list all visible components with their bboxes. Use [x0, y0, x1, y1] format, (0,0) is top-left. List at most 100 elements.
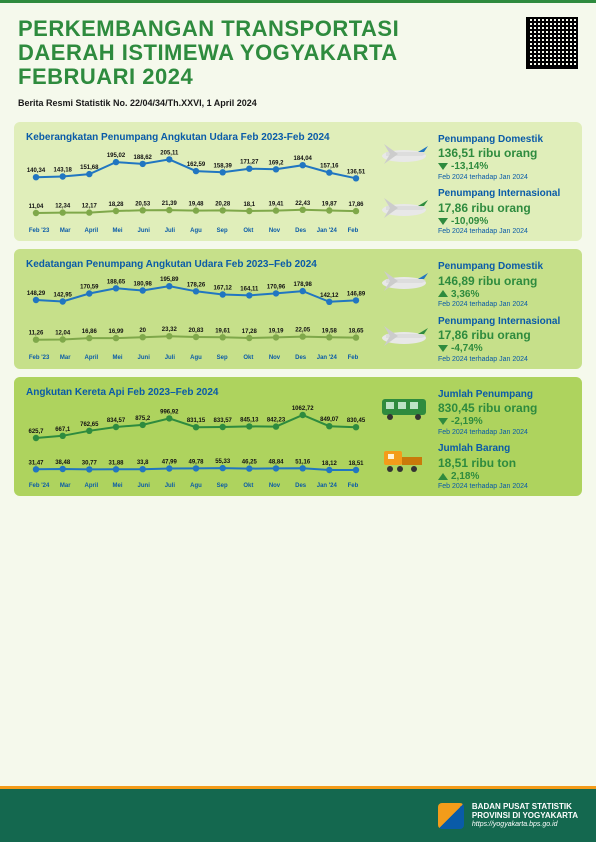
metric-value: 830,45 ribu orang [438, 401, 570, 416]
svg-text:51,16: 51,16 [295, 459, 311, 465]
metric-note: Feb 2024 terhadap Jan 2024 [438, 483, 570, 492]
svg-text:19,19: 19,19 [268, 328, 284, 334]
x-tick-label: Juli [157, 228, 183, 234]
x-tick-label: Okt [235, 355, 261, 361]
x-tick-label: Juni [131, 355, 157, 361]
svg-text:158,39: 158,39 [214, 163, 233, 169]
svg-text:16,86: 16,86 [82, 329, 98, 335]
arrow-down-icon [438, 345, 448, 352]
x-tick-label: Sep [209, 228, 235, 234]
svg-text:162,59: 162,59 [187, 162, 206, 168]
svg-text:19,41: 19,41 [268, 201, 284, 207]
svg-text:20,53: 20,53 [135, 201, 151, 207]
footer-line2: PROVINSI DI YOGYAKARTA [472, 811, 578, 821]
x-tick-label: Mei [104, 355, 130, 361]
footer: BADAN PUSAT STATISTIK PROVINSI DI YOGYAK… [0, 786, 596, 842]
x-tick-label: Agu [183, 355, 209, 361]
svg-text:18,1: 18,1 [243, 202, 255, 208]
line-chart: 148,29142,95170,59188,65180,98195,89178,… [26, 275, 366, 353]
svg-text:17,28: 17,28 [242, 329, 258, 335]
svg-text:762,65: 762,65 [80, 421, 99, 427]
svg-text:188,62: 188,62 [134, 154, 153, 160]
svg-text:11,04: 11,04 [29, 204, 44, 210]
svg-text:1062,72: 1062,72 [292, 406, 314, 412]
plane-blue-icon [374, 134, 434, 170]
x-tick-label: Des [288, 483, 314, 489]
x-tick-label: Feb '24 [26, 483, 52, 489]
x-tick-label: April [78, 483, 104, 489]
svg-text:30,77: 30,77 [82, 460, 98, 466]
x-tick-label: Nov [261, 228, 287, 234]
metric-text: Penumpang Internasional17,86 ribu orang-… [438, 188, 570, 237]
svg-text:136,51: 136,51 [347, 169, 366, 175]
plane-green-icon [374, 316, 434, 352]
svg-text:834,57: 834,57 [107, 418, 126, 424]
svg-text:188,65: 188,65 [107, 279, 126, 285]
x-tick-label: Juli [157, 355, 183, 361]
x-tick-label: Feb [340, 355, 366, 361]
metric-note: Feb 2024 terhadap Jan 2024 [438, 174, 570, 183]
metric-block: Jumlah Penumpang830,45 ribu orang-2,19%F… [374, 389, 570, 438]
svg-text:875,2: 875,2 [135, 415, 151, 421]
svg-text:184,04: 184,04 [294, 156, 313, 162]
svg-text:19,48: 19,48 [188, 201, 204, 207]
footer-url: https://yogyakarta.bps.go.id [472, 821, 578, 829]
svg-text:157,16: 157,16 [320, 163, 339, 169]
svg-text:140,34: 140,34 [27, 168, 46, 174]
svg-text:18,65: 18,65 [348, 329, 364, 335]
metric-change: -10,09% [438, 216, 570, 229]
svg-text:167,12: 167,12 [214, 286, 233, 292]
svg-text:142,95: 142,95 [54, 293, 73, 299]
metric-note: Feb 2024 terhadap Jan 2024 [438, 356, 570, 365]
svg-text:12,04: 12,04 [55, 331, 71, 337]
metric-change: 2,18% [438, 471, 570, 484]
panel-2: Angkutan Kereta Api Feb 2023–Feb 2024625… [14, 377, 582, 497]
x-tick-label: Okt [235, 483, 261, 489]
svg-text:18,51: 18,51 [348, 461, 364, 467]
metric-value: 146,89 ribu orang [438, 274, 570, 289]
x-tick-label: April [78, 355, 104, 361]
svg-text:170,96: 170,96 [267, 284, 286, 290]
svg-text:31,47: 31,47 [28, 460, 44, 466]
x-tick-label: Nov [261, 483, 287, 489]
x-tick-label: Feb '23 [26, 355, 52, 361]
svg-text:11,26: 11,26 [29, 331, 44, 337]
svg-text:148,29: 148,29 [27, 291, 46, 297]
metrics-column: Penumpang Domestik146,89 ribu orang3,36%… [374, 259, 570, 365]
chart-column: Angkutan Kereta Api Feb 2023–Feb 2024625… [26, 387, 366, 493]
metric-text: Jumlah Penumpang830,45 ribu orang-2,19%F… [438, 389, 570, 438]
qr-code [526, 17, 578, 69]
x-tick-label: Des [288, 355, 314, 361]
svg-text:33,8: 33,8 [137, 460, 149, 466]
svg-text:833,57: 833,57 [214, 418, 233, 424]
panel-1: Kedatangan Penumpang Angkutan Udara Feb … [14, 249, 582, 369]
metric-text: Penumpang Domestik146,89 ribu orang3,36%… [438, 261, 570, 310]
svg-text:830,45: 830,45 [347, 418, 366, 424]
svg-text:19,87: 19,87 [322, 201, 338, 207]
svg-text:55,33: 55,33 [215, 459, 231, 465]
chart-title: Keberangkatan Penumpang Angkutan Udara F… [26, 132, 366, 144]
metric-value: 17,86 ribu orang [438, 328, 570, 343]
footer-line1: BADAN PUSAT STATISTIK [472, 802, 578, 812]
arrow-up-icon [438, 290, 448, 297]
chart-title: Kedatangan Penumpang Angkutan Udara Feb … [26, 259, 366, 271]
svg-text:31,88: 31,88 [108, 460, 124, 466]
line-chart: 625,7667,1762,65834,57875,2996,92831,158… [26, 403, 366, 481]
x-tick-label: Juli [157, 483, 183, 489]
x-tick-label: April [78, 228, 104, 234]
line-chart: 140,34143,18151,68195,02188,62205,11162,… [26, 148, 366, 226]
svg-text:171,27: 171,27 [240, 159, 259, 165]
metric-label: Penumpang Domestik [438, 261, 570, 274]
x-tick-label: Mei [104, 228, 130, 234]
metric-change: -2,19% [438, 416, 570, 429]
arrow-down-icon [438, 418, 448, 425]
metric-note: Feb 2024 terhadap Jan 2024 [438, 228, 570, 237]
x-tick-label: Juni [131, 483, 157, 489]
svg-text:18,28: 18,28 [108, 202, 124, 208]
x-tick-label: Feb [340, 483, 366, 489]
svg-text:20,28: 20,28 [215, 201, 231, 207]
panels-container: Keberangkatan Penumpang Angkutan Udara F… [0, 122, 596, 497]
x-tick-label: Mar [52, 228, 78, 234]
metrics-column: Penumpang Domestik136,51 ribu orang-13,1… [374, 132, 570, 238]
metric-block: Jumlah Barang18,51 ribu ton2,18%Feb 2024… [374, 443, 570, 492]
